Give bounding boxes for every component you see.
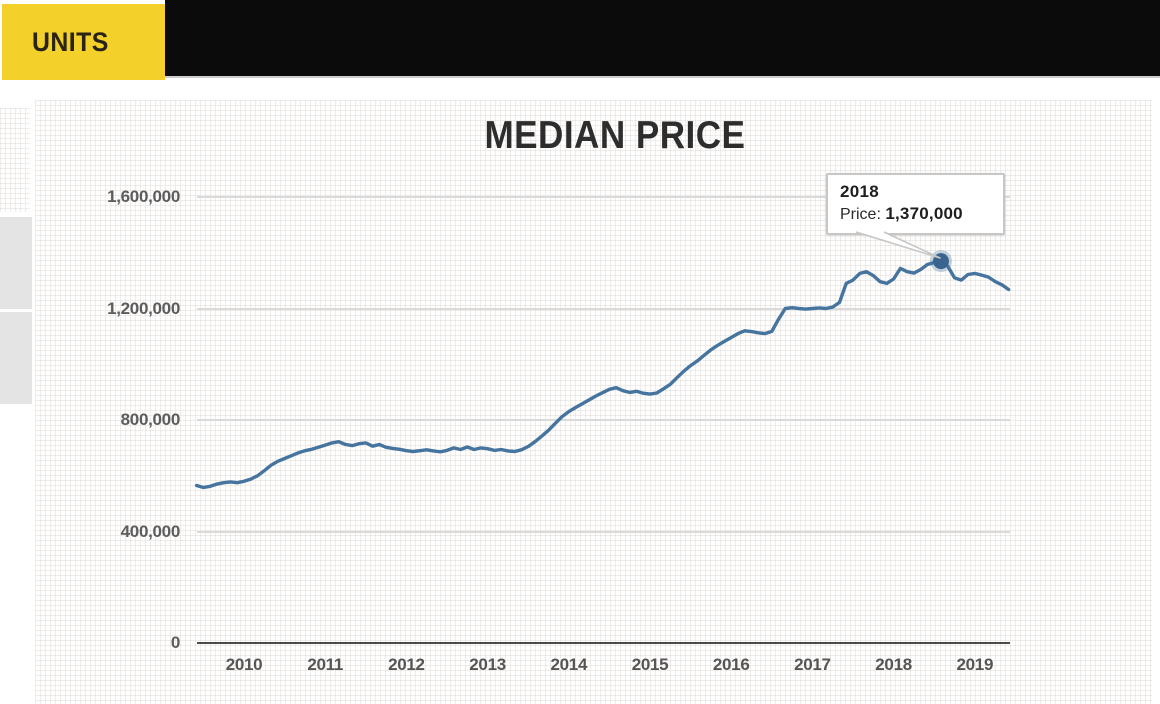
y-axis-label: 800,000 (120, 410, 181, 429)
side-panel-block-bottom (0, 312, 32, 404)
x-axis-label: 2013 (469, 655, 506, 674)
tab-units-label: UNITS (32, 26, 109, 57)
gridline (197, 530, 1010, 533)
y-axis-label: 0 (170, 633, 180, 652)
gridline (197, 196, 1010, 198)
tab-units[interactable]: UNITS (2, 4, 165, 80)
gridline (197, 307, 1010, 310)
x-axis-label: 2012 (388, 655, 425, 674)
x-axis-label: 2018 (875, 655, 912, 674)
x-axis-label: 2016 (712, 655, 750, 674)
x-axis-label: 2017 (794, 655, 831, 674)
x-axis-label: 2010 (225, 655, 263, 674)
tooltip-price-row: Price: 1,370,000 (840, 204, 991, 224)
tooltip: 2018 Price: 1,370,000 (826, 173, 1005, 235)
tooltip-price-label: Price: (840, 206, 881, 223)
y-axis-label: 1,200,000 (107, 298, 180, 318)
tooltip-price-value: 1,370,000 (885, 204, 963, 223)
chart-title: MEDIAN PRICE (210, 114, 1020, 158)
gridline (197, 419, 1010, 421)
x-axis-label: 2014 (550, 655, 588, 674)
median-price-line[interactable] (194, 259, 1011, 490)
chart-title-text: MEDIAN PRICE (484, 114, 746, 157)
x-axis-label: 2015 (631, 655, 669, 674)
y-axis-label: 400,000 (120, 521, 181, 541)
left-grid-strip (0, 108, 30, 212)
x-axis-label: 2019 (956, 655, 994, 674)
side-panel-block-top (0, 217, 32, 309)
x-axis-label: 2011 (307, 655, 344, 674)
tooltip-year: 2018 (840, 182, 880, 201)
header-bar (165, 0, 1160, 78)
tooltip-pointer (855, 231, 941, 259)
y-axis-label: 1,600,000 (107, 187, 180, 206)
x-axis-baseline (197, 642, 1010, 644)
